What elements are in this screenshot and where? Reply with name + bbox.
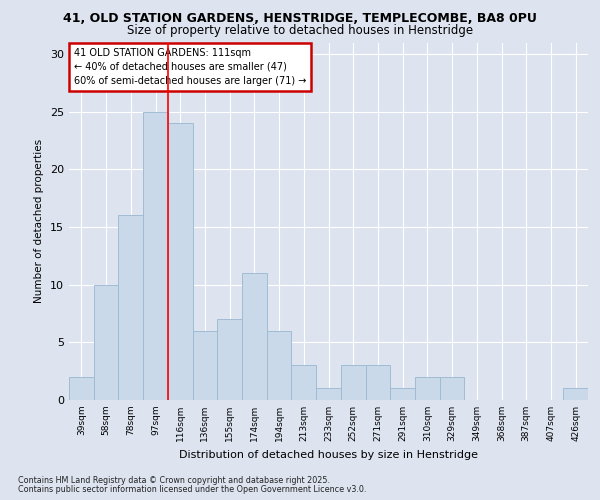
Bar xyxy=(341,366,365,400)
Bar xyxy=(168,123,193,400)
Text: 41, OLD STATION GARDENS, HENSTRIDGE, TEMPLECOMBE, BA8 0PU: 41, OLD STATION GARDENS, HENSTRIDGE, TEM… xyxy=(63,12,537,26)
Bar xyxy=(242,273,267,400)
Text: Size of property relative to detached houses in Henstridge: Size of property relative to detached ho… xyxy=(127,24,473,37)
Text: Contains HM Land Registry data © Crown copyright and database right 2025.: Contains HM Land Registry data © Crown c… xyxy=(18,476,330,485)
Y-axis label: Number of detached properties: Number of detached properties xyxy=(34,139,44,304)
Bar xyxy=(118,216,143,400)
X-axis label: Distribution of detached houses by size in Henstridge: Distribution of detached houses by size … xyxy=(179,450,478,460)
Bar xyxy=(563,388,588,400)
Text: 41 OLD STATION GARDENS: 111sqm
← 40% of detached houses are smaller (47)
60% of : 41 OLD STATION GARDENS: 111sqm ← 40% of … xyxy=(74,48,307,86)
Bar xyxy=(94,284,118,400)
Bar xyxy=(143,112,168,400)
Bar xyxy=(440,377,464,400)
Bar xyxy=(365,366,390,400)
Bar xyxy=(415,377,440,400)
Bar xyxy=(267,331,292,400)
Bar xyxy=(316,388,341,400)
Bar xyxy=(69,377,94,400)
Bar xyxy=(292,366,316,400)
Bar xyxy=(390,388,415,400)
Bar xyxy=(217,320,242,400)
Bar xyxy=(193,331,217,400)
Text: Contains public sector information licensed under the Open Government Licence v3: Contains public sector information licen… xyxy=(18,485,367,494)
